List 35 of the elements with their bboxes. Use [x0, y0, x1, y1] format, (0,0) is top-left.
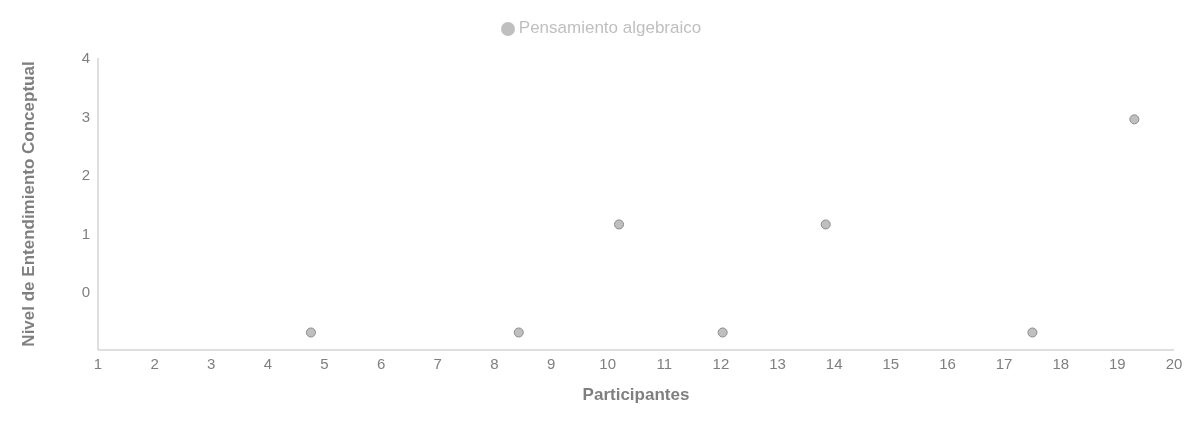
- x-tick-label: 18: [1052, 354, 1070, 372]
- x-tick-label: 15: [882, 354, 900, 372]
- point: [717, 327, 728, 338]
- y-tick-label: 0: [81, 282, 90, 300]
- point: [1027, 327, 1038, 338]
- point: [513, 327, 524, 338]
- x-tick-label: 5: [320, 354, 329, 372]
- x-tick-label: 8: [490, 354, 499, 372]
- x-tick-label: 10: [599, 354, 617, 372]
- x-tick-label: 1: [93, 354, 103, 372]
- x-tick-label: 12: [712, 354, 730, 372]
- y-tick-label: 3: [81, 107, 90, 125]
- x-tick-label: 16: [939, 354, 956, 372]
- x-tick-label: 14: [825, 354, 843, 372]
- point: [614, 219, 625, 230]
- point: [305, 327, 316, 338]
- x-tick-label: 19: [1109, 354, 1126, 372]
- x-tick-label: 6: [376, 354, 386, 372]
- x-axis-title: Participantes: [582, 385, 690, 404]
- point: [820, 219, 831, 230]
- x-tick-label: 4: [263, 354, 273, 372]
- x-tick-label: 7: [433, 354, 442, 372]
- x-tick-label: 9: [546, 354, 556, 372]
- x-tick-label: 11: [656, 354, 673, 372]
- legend-label: Pensamiento algebraico: [518, 18, 702, 37]
- x-tick-label: 17: [995, 354, 1013, 372]
- x-tick-label: 2: [150, 354, 159, 372]
- x-tick-label: 20: [1165, 354, 1183, 372]
- y-tick-label: 4: [81, 49, 90, 67]
- y-tick-label: 2: [81, 166, 90, 184]
- x-tick-label: 3: [207, 354, 216, 372]
- y-tick-label: 1: [81, 224, 90, 242]
- x-tick-label: 13: [769, 354, 786, 372]
- y-axis-title: Nivel de Entendimiento Conceptual: [19, 61, 39, 347]
- point: [1129, 114, 1140, 125]
